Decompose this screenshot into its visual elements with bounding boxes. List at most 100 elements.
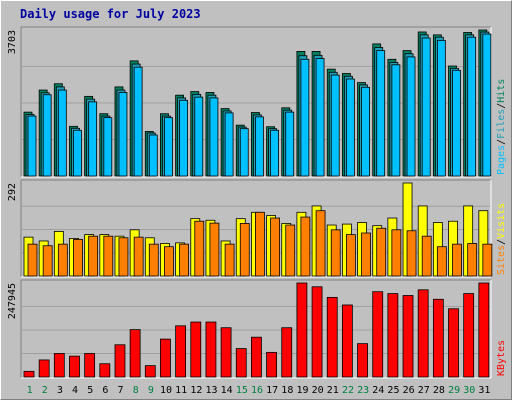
x-tick-label-12: 12 xyxy=(190,385,202,396)
bar-pages-2 xyxy=(42,94,52,177)
bar-pages-11 xyxy=(179,99,189,177)
bar-sites-undefined xyxy=(179,243,190,277)
bar-sites-undefined xyxy=(73,238,83,277)
legend-entry: Hits xyxy=(496,79,507,103)
bar-sites-undefined xyxy=(482,243,493,277)
x-tick-label-11: 11 xyxy=(175,385,187,396)
chart-title: Daily usage for July 2023 xyxy=(20,7,201,21)
bar-pages-28 xyxy=(436,39,446,177)
x-tick-label-19: 19 xyxy=(296,385,308,396)
bar-pages-3 xyxy=(57,89,67,177)
bar-sites-undefined xyxy=(376,227,387,277)
bar-pages-8 xyxy=(133,66,143,177)
bar-pages-15 xyxy=(239,128,249,177)
bar-sites-undefined xyxy=(42,245,53,277)
x-tick-label-25: 25 xyxy=(387,385,399,396)
bar-pages-24 xyxy=(376,50,386,177)
bar-pages-1 xyxy=(27,115,37,177)
bar-sites-undefined xyxy=(103,235,114,277)
bar-kbytes-undefined xyxy=(175,325,187,378)
bar-kbytes-undefined xyxy=(478,282,490,378)
bar-pages-25 xyxy=(391,64,401,177)
x-tick-label-28: 28 xyxy=(433,385,445,396)
bar-pages-21 xyxy=(330,74,340,177)
x-tick-label-29: 29 xyxy=(448,385,460,396)
x-tick-label-6: 6 xyxy=(102,385,108,396)
x-tick-label-23: 23 xyxy=(357,385,369,396)
x-tick-label-5: 5 xyxy=(87,385,93,396)
x-tick-label-24: 24 xyxy=(372,385,384,396)
bar-pages-30 xyxy=(467,36,477,177)
bar-kbytes-undefined xyxy=(387,293,399,378)
x-tick-label-21: 21 xyxy=(327,385,339,396)
y-axis-max-label: 292 xyxy=(7,183,18,201)
bar-kbytes-undefined xyxy=(296,282,308,378)
bar-pages-22 xyxy=(345,78,355,177)
bar-kbytes-undefined xyxy=(251,336,262,378)
bar-pages-9 xyxy=(148,134,158,177)
bar-sites-undefined xyxy=(270,217,280,277)
x-tick-label-10: 10 xyxy=(160,385,172,396)
bar-pages-23 xyxy=(361,86,370,177)
bar-pages-31 xyxy=(482,33,492,177)
bar-kbytes-undefined xyxy=(357,343,368,378)
x-tick-label-20: 20 xyxy=(312,385,324,396)
bar-kbytes-undefined xyxy=(23,370,35,378)
bar-kbytes-undefined xyxy=(84,353,96,378)
x-tick-label-3: 3 xyxy=(57,385,63,396)
bar-pages-17 xyxy=(270,129,279,177)
legend-entry: Sites xyxy=(496,245,507,275)
bar-kbytes-undefined xyxy=(144,365,156,378)
legend-entry: Pages xyxy=(496,145,507,175)
legend-top: Pages/Files/Hits xyxy=(496,79,507,175)
y-axis-max-label: 3703 xyxy=(7,30,18,54)
bar-pages-12 xyxy=(194,96,204,177)
bar-kbytes-undefined xyxy=(190,321,202,378)
bar-pages-16 xyxy=(255,116,264,177)
bar-sites-undefined xyxy=(224,243,235,277)
x-tick-label-8: 8 xyxy=(133,385,139,396)
bar-kbytes-undefined xyxy=(448,308,459,378)
bar-sites-undefined xyxy=(133,236,144,277)
bar-sites-undefined xyxy=(345,234,356,277)
bar-sites-undefined xyxy=(391,229,402,277)
x-tick-label-18: 18 xyxy=(281,385,293,396)
bar-pages-14 xyxy=(224,112,234,177)
bar-sites-undefined xyxy=(148,243,159,277)
bar-sites-undefined xyxy=(27,243,38,277)
legend-entry: / xyxy=(496,103,507,109)
bar-kbytes-undefined xyxy=(432,298,444,378)
x-tick-label-14: 14 xyxy=(221,385,233,396)
bar-kbytes-undefined xyxy=(114,344,126,378)
bar-kbytes-undefined xyxy=(220,327,232,378)
bar-kbytes-undefined xyxy=(129,329,141,378)
bar-sites-undefined xyxy=(239,223,250,277)
x-tick-label-2: 2 xyxy=(42,385,48,396)
bar-kbytes-undefined xyxy=(402,295,414,378)
bar-sites-undefined xyxy=(194,220,205,277)
bar-sites-undefined xyxy=(436,246,447,277)
bar-sites-undefined xyxy=(361,232,371,277)
bar-sites-undefined xyxy=(406,230,417,277)
bar-sites-undefined xyxy=(57,243,68,277)
x-tick-label-22: 22 xyxy=(342,385,354,396)
panel-bottom: 247945 KBytes xyxy=(7,279,507,379)
bar-sites-undefined xyxy=(209,222,220,277)
bar-sites-undefined xyxy=(285,224,296,277)
legend-middle: Sites/Visits xyxy=(496,203,507,275)
bar-sites-undefined xyxy=(88,235,99,277)
bar-sites-undefined xyxy=(421,235,432,277)
bar-pages-27 xyxy=(421,37,431,177)
bar-kbytes-undefined xyxy=(69,355,80,378)
bar-sites-undefined xyxy=(315,210,326,277)
bar-kbytes-undefined xyxy=(205,321,217,378)
x-tick-label-9: 9 xyxy=(148,385,154,396)
bar-pages-6 xyxy=(103,117,113,177)
legend-bottom: KBytes xyxy=(496,340,507,376)
bar-sites-undefined xyxy=(467,243,478,277)
bar-pages-18 xyxy=(285,111,295,177)
bar-sites-undefined xyxy=(118,237,129,277)
legend-entry: Files xyxy=(496,109,507,139)
bar-pages-20 xyxy=(315,58,325,177)
